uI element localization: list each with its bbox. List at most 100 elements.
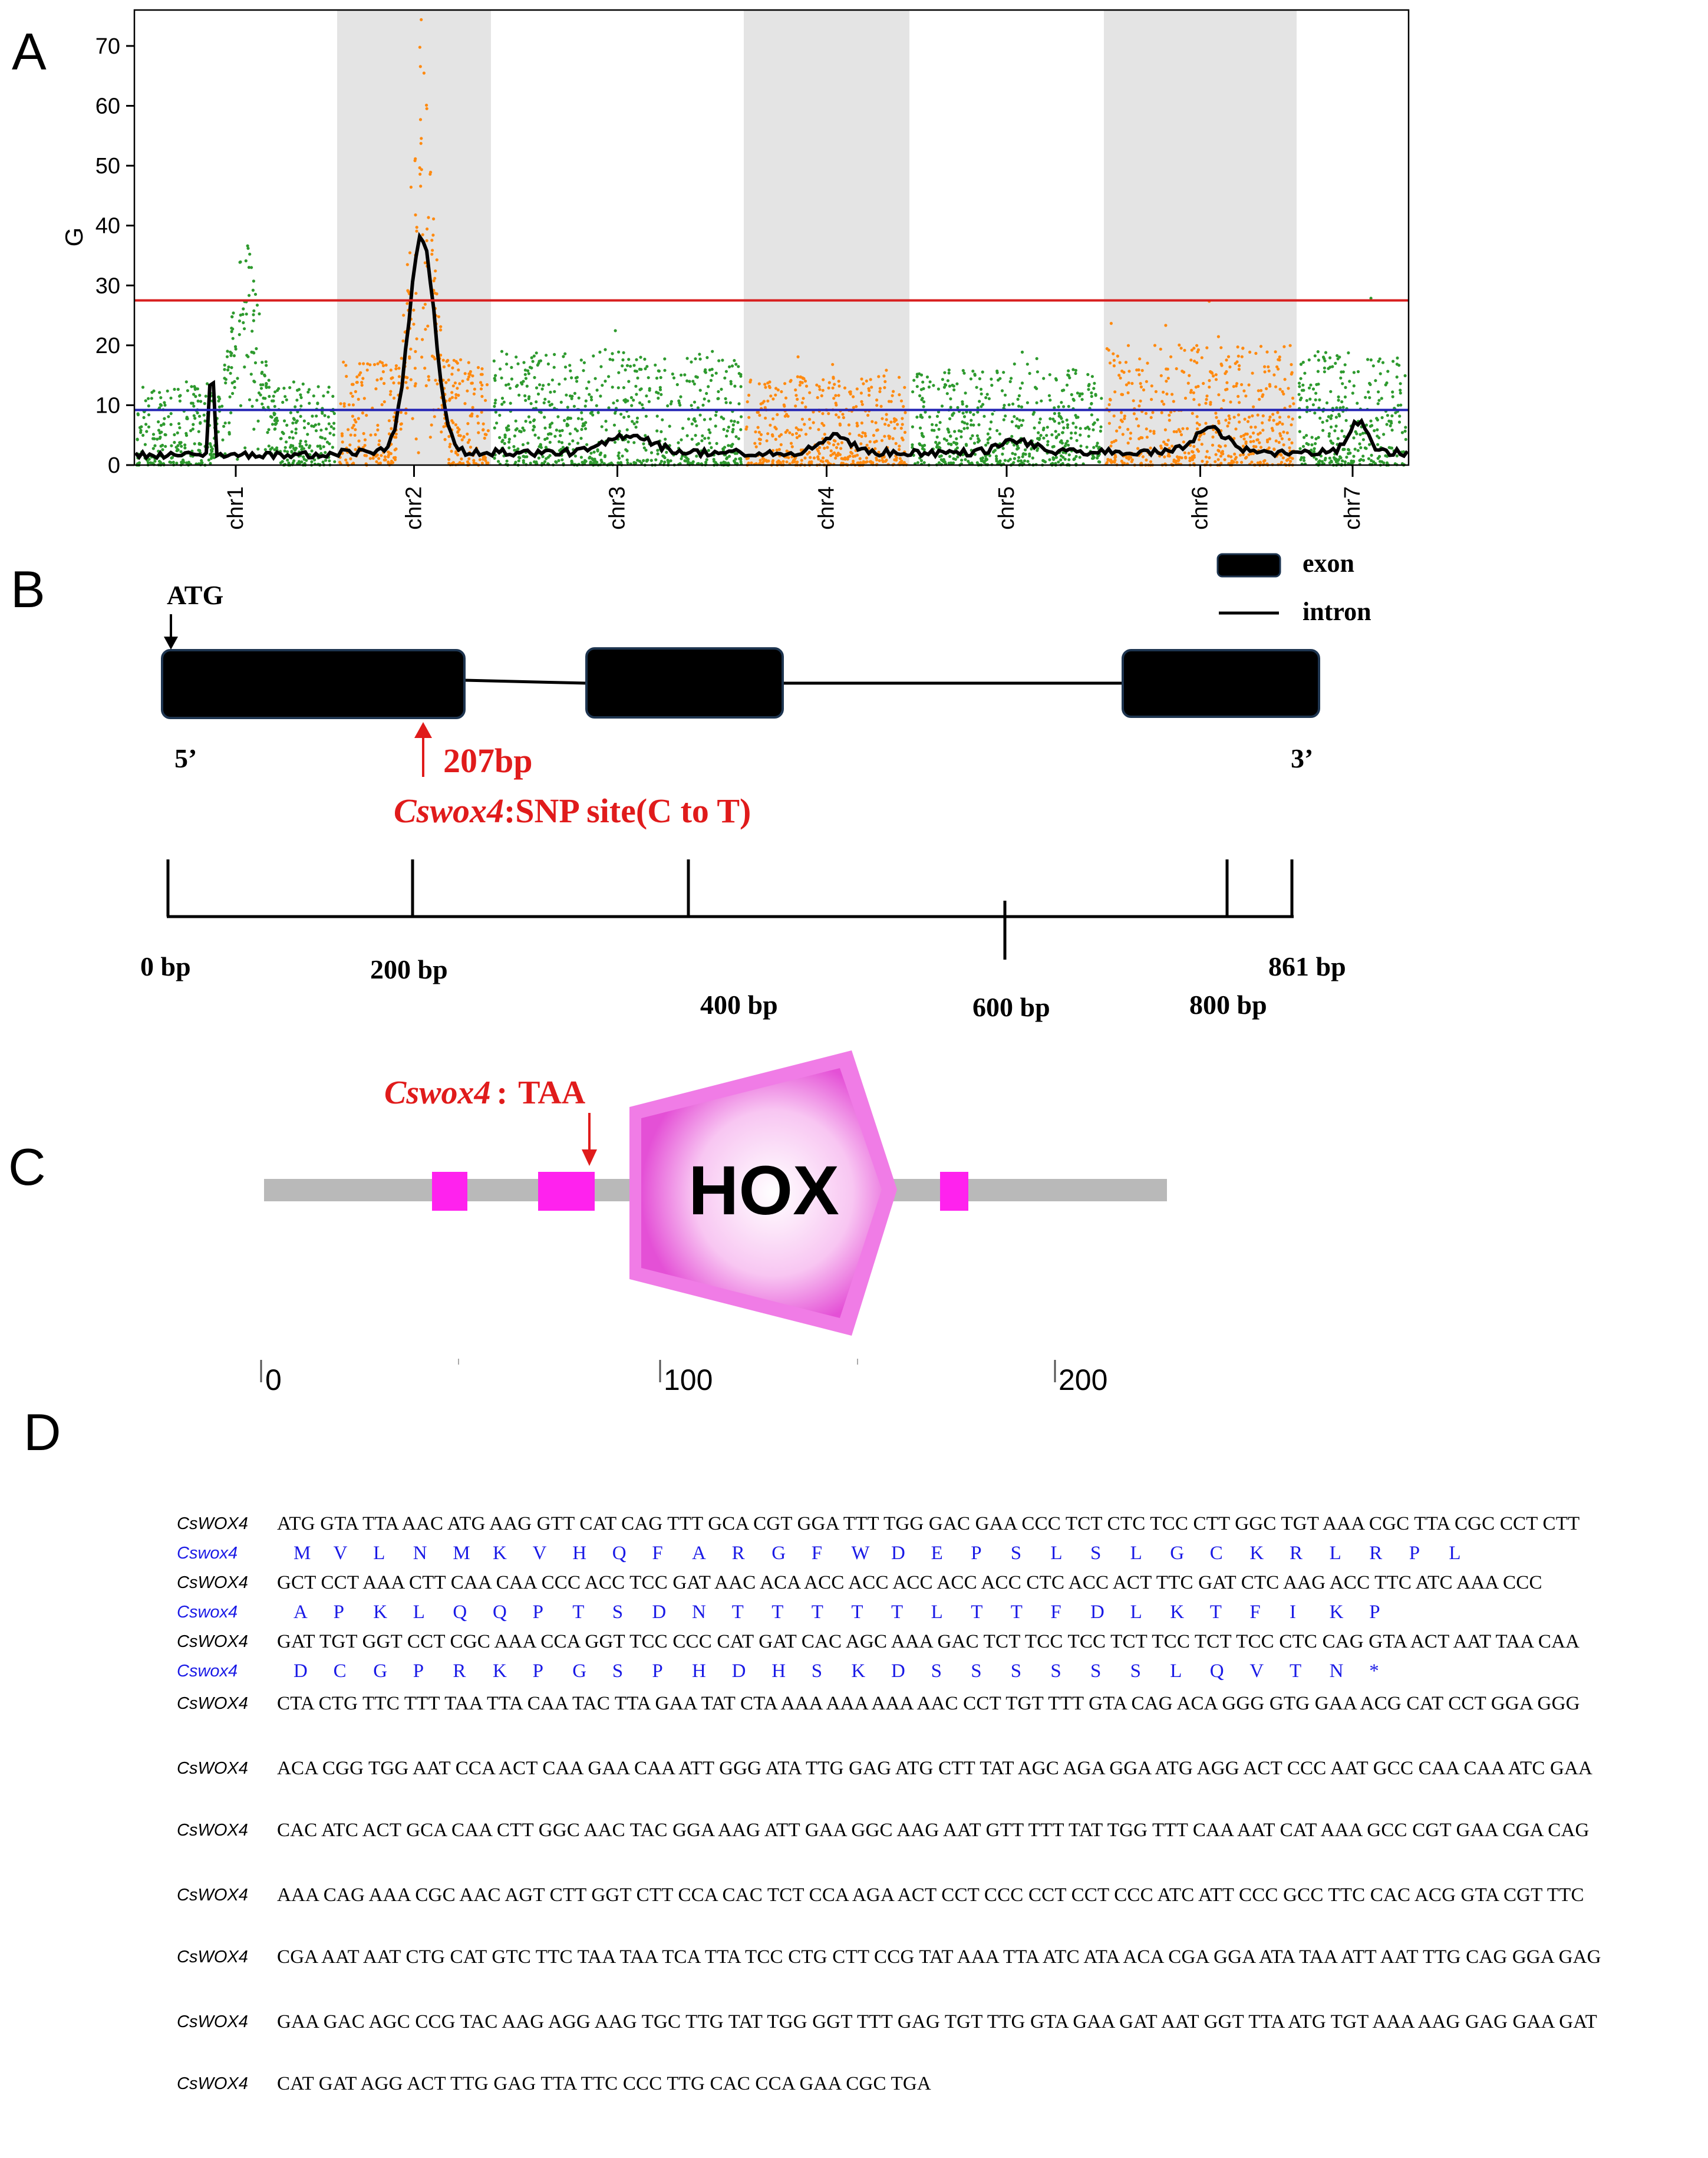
snp-point bbox=[482, 428, 485, 432]
snp-point bbox=[691, 380, 695, 383]
snp-point bbox=[381, 361, 384, 365]
snp-point bbox=[268, 394, 271, 398]
snp-point bbox=[327, 422, 331, 426]
snp-point bbox=[1301, 383, 1305, 387]
snp-point bbox=[581, 424, 585, 428]
amino-acid: F bbox=[1050, 1602, 1061, 1623]
snp-point bbox=[1274, 385, 1278, 388]
snp-point bbox=[1238, 420, 1241, 424]
snp-point bbox=[869, 378, 872, 381]
snp-point bbox=[698, 352, 701, 356]
snp-point bbox=[973, 373, 977, 376]
snp-point bbox=[727, 444, 730, 447]
snp-point bbox=[681, 427, 685, 430]
snp-point bbox=[607, 375, 611, 378]
snp-point bbox=[1187, 452, 1191, 455]
snp-point bbox=[308, 444, 312, 448]
snp-point bbox=[1235, 460, 1239, 464]
snp-point bbox=[347, 403, 351, 407]
snp-point bbox=[1361, 438, 1365, 442]
snp-point bbox=[442, 425, 446, 429]
snp-point bbox=[1274, 350, 1277, 354]
amino-acid: K bbox=[1329, 1602, 1344, 1623]
snp-point bbox=[873, 440, 876, 444]
snp-point bbox=[1302, 456, 1305, 460]
snp-point bbox=[537, 436, 540, 440]
snp-point bbox=[376, 428, 380, 432]
snp-point bbox=[1107, 403, 1111, 407]
snp-point bbox=[375, 460, 378, 463]
snp-point bbox=[1023, 459, 1027, 463]
snp-point bbox=[765, 439, 769, 443]
snp-point bbox=[1183, 396, 1188, 400]
snp-point bbox=[1163, 455, 1166, 459]
snp-point bbox=[467, 361, 470, 364]
snp-point bbox=[404, 411, 408, 415]
snp-point bbox=[1004, 414, 1007, 418]
snp-point bbox=[191, 427, 194, 431]
snp-point bbox=[381, 364, 385, 368]
snp-point bbox=[618, 430, 621, 433]
snp-point bbox=[1017, 404, 1021, 408]
snp-point bbox=[990, 420, 993, 424]
snp-point bbox=[536, 392, 540, 396]
snp-point bbox=[1061, 431, 1064, 434]
snp-point bbox=[900, 436, 904, 440]
snp-point bbox=[469, 414, 472, 418]
snp-point bbox=[852, 395, 855, 398]
snp-point bbox=[1361, 459, 1366, 462]
snp-point bbox=[1013, 457, 1016, 460]
snp-point bbox=[295, 419, 299, 423]
snp-point bbox=[1378, 357, 1381, 361]
snp-point bbox=[1380, 397, 1383, 400]
snp-point bbox=[563, 377, 567, 381]
snp-point bbox=[1271, 413, 1275, 416]
snp-point bbox=[948, 417, 952, 421]
snp-point bbox=[1237, 394, 1240, 398]
snp-point bbox=[265, 364, 268, 367]
snp-point bbox=[764, 416, 767, 420]
snp-point bbox=[582, 361, 586, 364]
snp-point bbox=[797, 428, 800, 431]
snp-point bbox=[957, 429, 961, 433]
snp-point bbox=[988, 436, 992, 440]
snp-point bbox=[896, 423, 899, 426]
snp-point bbox=[192, 404, 196, 408]
snp-point bbox=[1017, 456, 1021, 459]
snp-point bbox=[855, 421, 859, 425]
snp-point bbox=[625, 428, 629, 431]
snp-point bbox=[1038, 421, 1041, 424]
snp-point bbox=[660, 460, 663, 463]
snp-point bbox=[517, 456, 521, 459]
snp-point bbox=[1042, 377, 1046, 380]
snp-point bbox=[754, 445, 758, 449]
snp-point bbox=[540, 387, 544, 391]
snp-point bbox=[722, 460, 726, 464]
snp-point bbox=[1339, 456, 1343, 460]
snp-point bbox=[632, 422, 636, 426]
amino-acid: S bbox=[612, 1602, 624, 1623]
snp-point bbox=[632, 461, 636, 464]
snp-point bbox=[1359, 446, 1363, 450]
snp-point bbox=[703, 397, 706, 401]
snp-point bbox=[225, 355, 229, 358]
snp-point bbox=[922, 387, 925, 391]
snp-point bbox=[701, 434, 704, 437]
amino-acid: K bbox=[493, 1543, 507, 1564]
snp-point bbox=[1240, 460, 1244, 464]
snp-point bbox=[500, 403, 504, 406]
snp-point bbox=[299, 396, 303, 400]
snp-point bbox=[1334, 416, 1338, 419]
snp-point bbox=[273, 422, 278, 426]
snp-point bbox=[846, 456, 850, 459]
residue-axis: 0 100 200 bbox=[260, 1359, 1107, 1396]
snp-point bbox=[865, 460, 869, 463]
snp-point bbox=[990, 384, 994, 387]
amino-acid: T bbox=[1010, 1602, 1023, 1623]
snp-point bbox=[968, 462, 971, 466]
snp-point bbox=[731, 427, 735, 431]
y-tick-label-40: 40 bbox=[95, 214, 120, 239]
snp-point bbox=[523, 368, 527, 372]
snp-point bbox=[823, 433, 826, 436]
amino-acid: L bbox=[931, 1602, 943, 1623]
